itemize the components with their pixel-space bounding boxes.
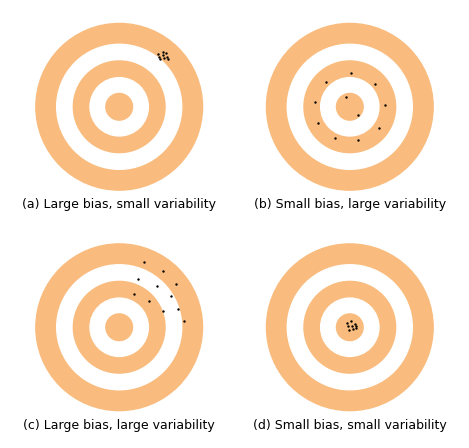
Point (355, 112, 362, 119)
Point (348, 70, 355, 77)
Point (355, 137, 362, 144)
Circle shape (90, 298, 148, 357)
Point (162, 50, 170, 57)
Point (352, 322, 359, 329)
Point (164, 56, 171, 63)
Point (348, 318, 355, 325)
Text: (b) Small bias, large variability: (b) Small bias, large variability (254, 198, 446, 211)
Point (172, 280, 180, 288)
Point (344, 323, 352, 330)
Point (155, 51, 162, 58)
Point (155, 53, 163, 60)
Point (159, 307, 166, 314)
Text: (c) Large bias, large variability: (c) Large bias, large variability (23, 419, 215, 432)
Point (349, 325, 357, 332)
Circle shape (266, 23, 433, 190)
Point (375, 124, 383, 131)
Point (351, 320, 359, 327)
Circle shape (336, 94, 363, 120)
Point (348, 322, 356, 329)
Circle shape (304, 61, 396, 153)
Point (345, 326, 353, 333)
Circle shape (287, 44, 412, 169)
Circle shape (321, 78, 379, 136)
Point (159, 48, 166, 56)
Circle shape (36, 23, 203, 190)
Point (140, 258, 148, 266)
Point (371, 81, 378, 88)
Circle shape (321, 298, 379, 357)
Point (314, 120, 322, 127)
Point (153, 282, 160, 289)
Point (311, 98, 318, 105)
Point (323, 78, 330, 86)
Circle shape (304, 281, 396, 373)
Circle shape (106, 314, 133, 340)
Circle shape (57, 265, 182, 390)
Point (181, 317, 188, 324)
Text: (d) Small bias, small variability: (d) Small bias, small variability (253, 419, 446, 432)
Point (159, 267, 166, 274)
Circle shape (36, 244, 203, 411)
Point (344, 319, 351, 327)
Point (331, 135, 339, 142)
Circle shape (57, 44, 182, 169)
Point (145, 297, 153, 304)
Point (342, 93, 349, 100)
Point (160, 55, 168, 62)
Circle shape (336, 314, 363, 340)
Text: (a) Large bias, small variability: (a) Large bias, small variability (22, 198, 216, 211)
Point (159, 52, 167, 59)
Circle shape (266, 244, 433, 411)
Circle shape (106, 94, 133, 120)
Circle shape (90, 78, 148, 136)
Point (353, 324, 360, 332)
Circle shape (287, 265, 412, 390)
Point (130, 290, 138, 297)
Point (156, 56, 164, 63)
Circle shape (73, 281, 165, 373)
Circle shape (73, 61, 165, 153)
Point (174, 306, 182, 313)
Point (381, 102, 388, 109)
Point (163, 53, 170, 60)
Point (134, 276, 141, 283)
Point (167, 292, 174, 299)
